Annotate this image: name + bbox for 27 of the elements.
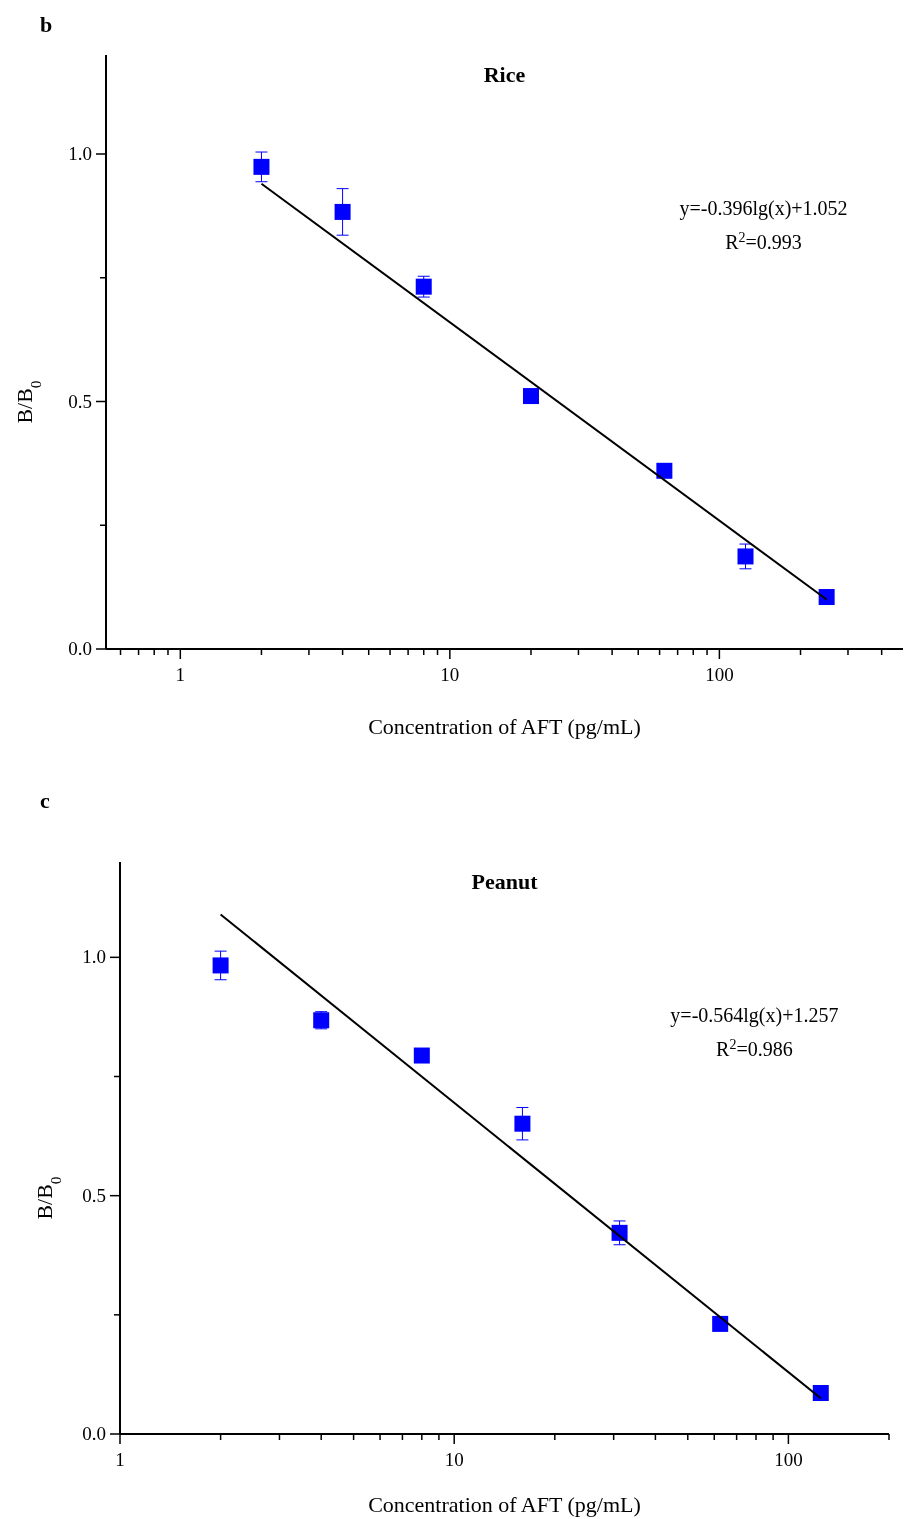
- y-tick-label: 0.0: [82, 1423, 106, 1444]
- y-tick-label: 0.0: [68, 638, 92, 659]
- x-axis-title: Concentration of AFT (pg/mL): [368, 1492, 641, 1517]
- x-tick-label: 1: [115, 1449, 125, 1470]
- annotation: R$^{2}$=0.993: [725, 229, 802, 253]
- x-tick-label: 10: [444, 1449, 464, 1470]
- point: [413, 1047, 430, 1064]
- point: [812, 1385, 829, 1402]
- x-tick-label: 1: [175, 664, 186, 685]
- point: [514, 1115, 531, 1132]
- point: [212, 957, 229, 974]
- text: c: [40, 788, 50, 813]
- y-tick-label: 1.0: [68, 143, 92, 164]
- text: b: [40, 12, 53, 37]
- y-tick-label: 1.0: [82, 946, 106, 968]
- point: [712, 1315, 729, 1332]
- x-axis-title: Concentration of AFT (pg/mL): [368, 714, 641, 739]
- x-tick-label: 100: [705, 664, 734, 685]
- y-tick-label: 0.5: [82, 1184, 106, 1206]
- y-tick-label: 0.5: [68, 390, 92, 412]
- chart-title: Rice: [483, 62, 526, 87]
- annotation: R$^{2}$=0.986: [716, 1036, 793, 1060]
- annotation: y=-0.396lg(x)+1.052: [679, 197, 848, 220]
- annotation: y=-0.564lg(x)+1.257: [670, 1004, 839, 1027]
- x-tick-label: 10: [440, 664, 460, 685]
- chart-title: Peanut: [471, 869, 539, 894]
- x-tick-label: 100: [774, 1449, 803, 1470]
